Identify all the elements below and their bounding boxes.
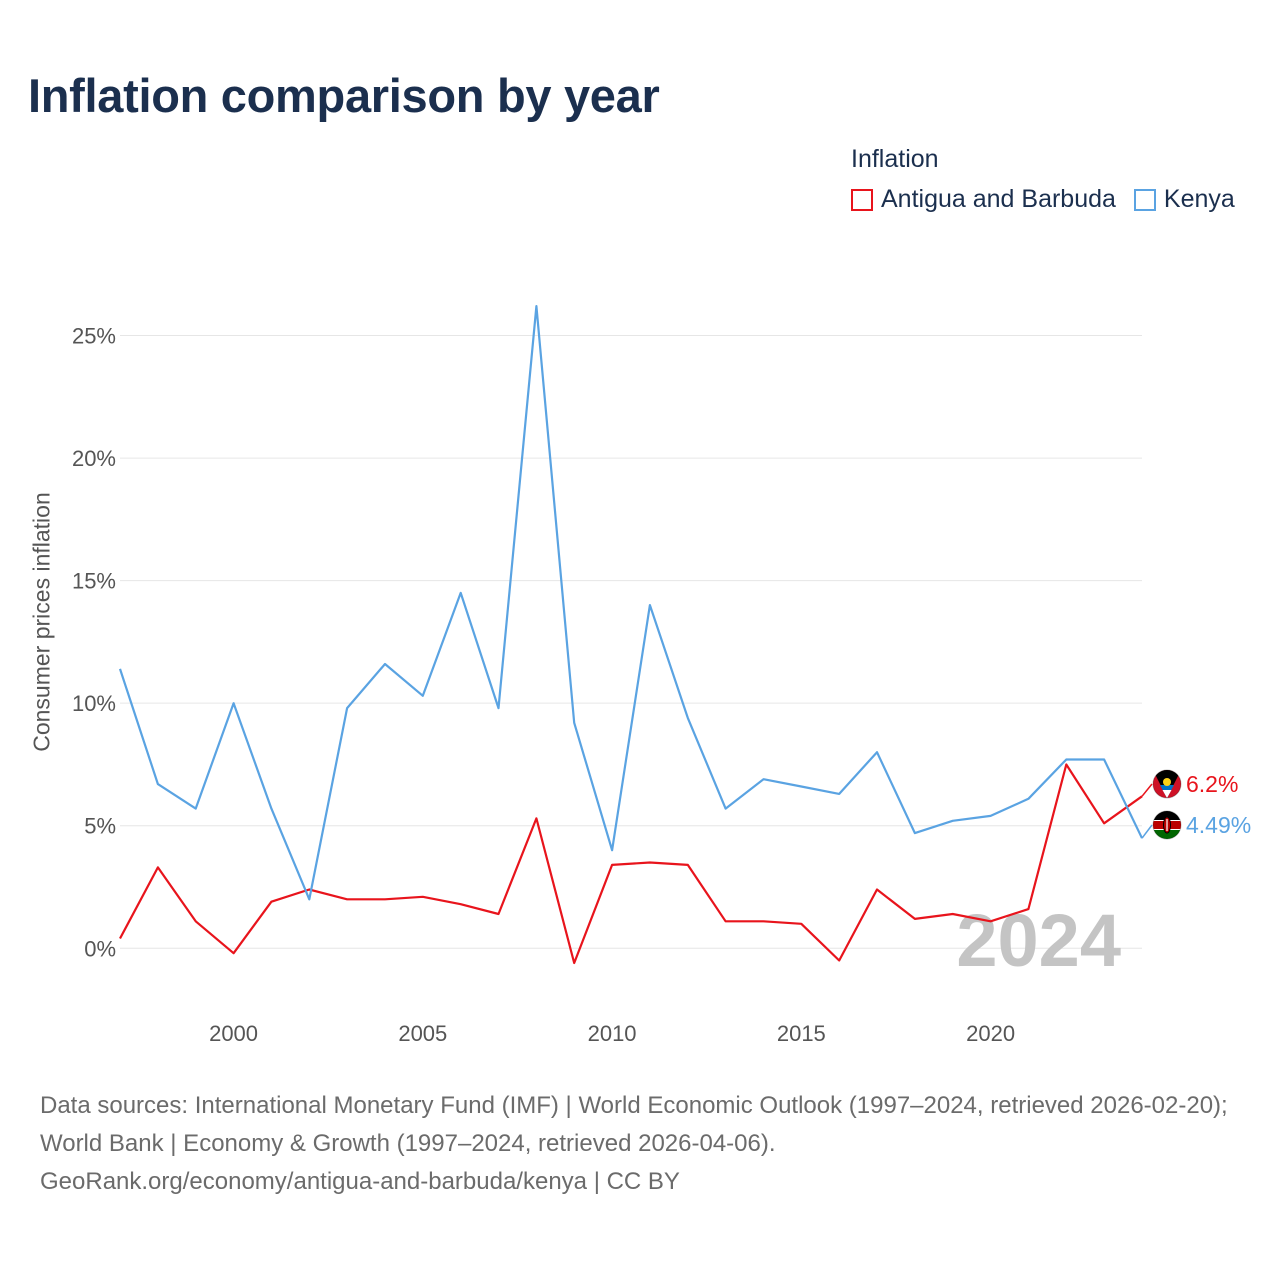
- y-tick-label: 25%: [72, 324, 116, 349]
- chart-title: Inflation comparison by year: [28, 69, 660, 122]
- gridlines: [120, 335, 1142, 949]
- y-tick-label: 5%: [84, 814, 116, 839]
- legend: Antigua and Barbuda Kenya: [851, 185, 1235, 214]
- y-tick-label: 15%: [72, 569, 116, 594]
- legend-swatch-kenya: [1133, 188, 1156, 211]
- series-lines: [118, 305, 1143, 965]
- series-line-antigua-and-barbuda[interactable]: [119, 763, 1143, 965]
- legend-label-kenya: Kenya: [1163, 185, 1235, 213]
- end-label-kenya: 4.49%: [1186, 812, 1251, 838]
- end-connector-kenya: [1141, 824, 1153, 839]
- x-axis-ticks: 2000 2005 2010 2015 2020: [209, 1021, 1015, 1046]
- x-tick-label: 2015: [777, 1021, 826, 1046]
- source-url[interactable]: GeoRank.org/economy/antigua-and-barbuda/…: [40, 1168, 680, 1195]
- data-sources: Data sources: International Monetary Fun…: [40, 1092, 1228, 1157]
- legend-label-antigua-and-barbuda: Antigua and Barbuda: [881, 185, 1116, 213]
- y-tick-label: 10%: [72, 691, 116, 716]
- antigua-and-barbuda-flag-icon: [1152, 769, 1182, 799]
- x-tick-label: 2020: [966, 1021, 1015, 1046]
- legend-swatch-antigua-and-barbuda: [851, 188, 873, 211]
- end-connector-antigua-and-barbuda: [1141, 783, 1153, 797]
- x-tick-label: 2000: [209, 1021, 258, 1046]
- year-stamp: 2024: [956, 899, 1121, 982]
- x-tick-label: 2005: [398, 1021, 447, 1046]
- y-tick-label: 20%: [72, 446, 116, 471]
- legend-title: Inflation: [851, 145, 939, 173]
- y-axis-ticks: 0% 5% 10% 15% 20% 25%: [72, 324, 116, 962]
- kenya-flag-icon: [1152, 810, 1182, 840]
- legend-item-antigua-and-barbuda[interactable]: Antigua and Barbuda: [851, 185, 1116, 214]
- legend-item-kenya[interactable]: Kenya: [1133, 185, 1235, 214]
- x-tick-label: 2010: [588, 1021, 637, 1046]
- footer: Data sources: International Monetary Fun…: [40, 1087, 1250, 1201]
- series-line-kenya[interactable]: [118, 305, 1143, 901]
- end-labels: 6.2% 4.49%: [1141, 769, 1251, 840]
- y-tick-label: 0%: [84, 936, 116, 961]
- end-label-antigua-and-barbuda: 6.2%: [1186, 771, 1238, 797]
